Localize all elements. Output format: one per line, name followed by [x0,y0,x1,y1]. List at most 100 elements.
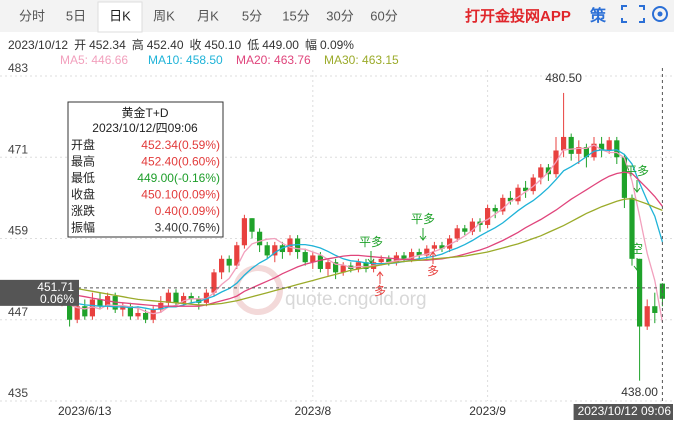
candle-body [89,299,95,317]
candle-body [485,208,491,225]
candle-body [150,309,156,320]
x-tick-label: 2023/9 [469,404,506,418]
expand-icon[interactable] [621,5,645,23]
tooltip-label: 最高 [71,154,95,169]
trade-arrow [367,251,375,264]
tab[interactable]: 月K [197,8,219,23]
ma-line [61,144,664,323]
info-item: 449.00 [262,38,299,52]
tab[interactable]: 15分 [282,8,309,23]
candle-body [416,252,422,256]
tooltip-title: 黄金T+D [121,105,168,120]
trade-arrow [633,180,641,193]
candle-body [165,292,171,303]
info-item: 收 [190,38,202,52]
max-label: 480.50 [545,71,582,85]
candle-body [462,228,468,232]
candle-body [447,238,453,249]
ma-line [61,197,663,306]
candle-body [219,258,225,273]
tab[interactable]: 日K [109,8,131,23]
tooltip-label: 最低 [71,171,95,185]
strategy-icon[interactable]: 策 [589,6,607,25]
trade-marker: 平多 [625,164,649,178]
candle-body [143,312,149,320]
tab[interactable]: 分时 [19,8,45,23]
info-item: 0.09% [320,38,354,52]
tooltip-label: 开盘 [71,137,95,152]
candle-body [181,296,187,303]
trade-arrow [419,228,427,241]
candle-body [173,292,179,303]
candle-body [591,143,597,158]
candle-body [538,167,544,178]
watermark: quote.cngold.org [285,289,427,310]
candle-body [97,299,103,307]
info-item: 低 [247,38,259,52]
candle-body [621,157,627,198]
candle-body [424,248,430,256]
candle-body [530,177,536,192]
tooltip-value: 0.40(0.09%) [155,204,220,218]
candle-body [333,262,339,273]
candle-body [310,255,316,263]
legend-entry: MA10: 458.50 [148,53,223,67]
candle-body [112,296,118,310]
tab[interactable]: 60分 [370,8,397,23]
candle-body [454,228,460,239]
x-tick-label: 2023/6/13 [58,404,112,418]
candle-body [614,140,620,158]
candle-body [127,306,133,317]
tooltip-label: 收盘 [71,187,95,202]
tooltip-value: 449.00(-0.16%) [137,171,220,185]
candle-body [469,221,475,232]
tooltip-label: 涨跌 [71,203,95,218]
x-tick-label: 2023/10/12 09:06 [578,404,672,418]
candle-body [363,262,369,269]
cursor-date-box [573,404,673,420]
brand[interactable]: 打开金投网APP [465,7,571,25]
candle-body [500,197,506,212]
tab[interactable]: 5分 [242,8,262,23]
candle-body [257,231,263,246]
candle-body [82,306,88,317]
trade-arrow [376,271,384,284]
candle-body [599,143,605,151]
candle-body [302,252,308,263]
tab[interactable]: 5日 [66,8,86,23]
tooltip-value: 3.40(0.76%) [155,221,220,235]
ma-line [61,149,664,311]
tab[interactable]: 周K [153,8,175,23]
candle-body [272,245,278,256]
candle-body [325,262,331,269]
cursor-price-box [0,279,79,306]
tooltip-value: 452.34(0.59%) [141,138,220,152]
legend-entry: MA5: 446.66 [60,53,128,67]
y-tick-label: 459 [8,224,28,238]
cursor-change: 0.06% [40,292,74,306]
cursor-price: 451.71 [37,280,74,294]
candle-body [545,167,551,175]
candle-body [188,296,194,300]
candle-body [120,306,126,310]
candle-body [241,218,247,246]
candle-body [561,136,567,151]
candle-body [409,252,415,259]
candle-body [203,292,209,303]
tooltip-value: 450.10(0.09%) [141,188,220,202]
candle-body [576,147,582,154]
candle-body [507,197,513,202]
watermark-logo [233,265,283,315]
tab[interactable]: 30分 [326,8,353,23]
candle-body [74,306,80,320]
trade-marker: 平多 [359,235,383,249]
trade-marker: 多 [427,264,439,278]
candle-body [523,187,529,192]
candle-body [67,292,73,320]
trade-arrow [429,251,437,264]
settings-icon[interactable] [652,6,668,22]
candle-body [637,258,643,327]
candle-body [264,245,270,256]
